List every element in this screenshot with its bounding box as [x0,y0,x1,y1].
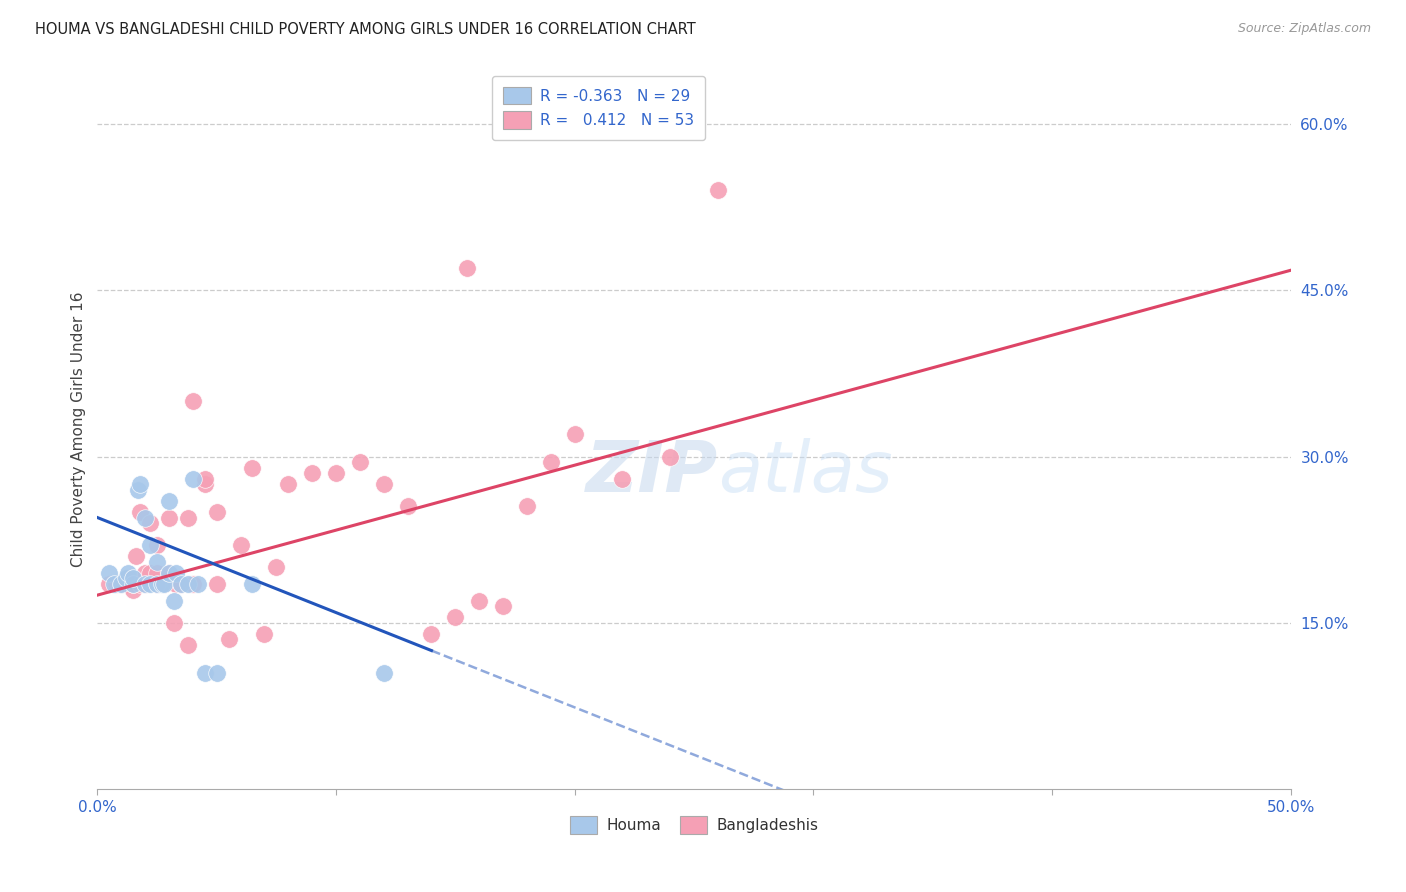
Point [444,610,467,624]
Point [707,184,730,198]
Point [170,577,193,591]
Point [139,566,162,580]
Point [177,577,200,591]
Point [134,577,156,591]
Point [115,572,138,586]
Point [181,472,204,486]
Point [157,494,180,508]
Point [115,577,138,591]
Point [105,577,128,591]
Point [456,261,478,276]
Point [139,516,162,530]
Point [157,566,180,580]
Point [277,477,299,491]
Point [373,665,395,680]
Point [122,582,145,597]
Point [177,510,200,524]
Point [139,538,162,552]
Point [373,477,395,491]
Point [325,466,347,480]
Point [117,566,139,580]
Point [146,538,169,552]
Point [117,572,139,586]
Point [187,577,209,591]
Point [194,665,217,680]
Point [516,500,538,514]
Text: Source: ZipAtlas.com: Source: ZipAtlas.com [1237,22,1371,36]
Point [146,577,169,591]
Point [124,549,146,564]
Point [103,577,125,591]
Point [468,593,491,607]
Point [163,615,186,630]
Point [146,577,169,591]
Point [122,572,145,586]
Text: atlas: atlas [718,438,893,507]
Point [170,577,193,591]
Point [349,455,371,469]
Point [98,566,121,580]
Point [194,477,217,491]
Point [612,472,634,486]
Point [253,627,276,641]
Point [420,627,443,641]
Legend: R = -0.363   N = 29, R =   0.412   N = 53: R = -0.363 N = 29, R = 0.412 N = 53 [492,76,704,140]
Point [122,577,145,591]
Point [165,566,187,580]
Point [229,538,252,552]
Point [129,477,152,491]
Point [396,500,419,514]
Point [98,577,121,591]
Point [163,593,186,607]
Point [218,632,240,647]
Point [134,577,156,591]
Point [153,577,176,591]
Point [194,472,217,486]
Point [205,505,228,519]
Text: ZIP: ZIP [585,438,718,507]
Point [181,577,204,591]
Point [146,555,169,569]
Point [266,560,288,574]
Point [564,427,586,442]
Point [242,460,264,475]
Point [122,577,145,591]
Point [139,577,162,591]
Point [157,510,180,524]
Point [177,638,200,652]
Point [659,450,682,464]
Point [205,577,228,591]
Point [150,577,173,591]
Point [110,577,132,591]
Point [110,577,132,591]
Point [153,577,176,591]
Point [205,665,228,680]
Point [134,566,156,580]
Point [242,577,264,591]
Point [301,466,323,480]
Point [146,566,169,580]
Point [181,394,204,409]
Point [129,577,152,591]
Point [165,577,187,591]
Text: HOUMA VS BANGLADESHI CHILD POVERTY AMONG GIRLS UNDER 16 CORRELATION CHART: HOUMA VS BANGLADESHI CHILD POVERTY AMONG… [35,22,696,37]
Point [127,483,149,497]
Point [492,599,515,614]
Point [157,566,180,580]
Y-axis label: Child Poverty Among Girls Under 16: Child Poverty Among Girls Under 16 [72,291,86,566]
Point [540,455,562,469]
Point [129,505,152,519]
Point [134,510,156,524]
